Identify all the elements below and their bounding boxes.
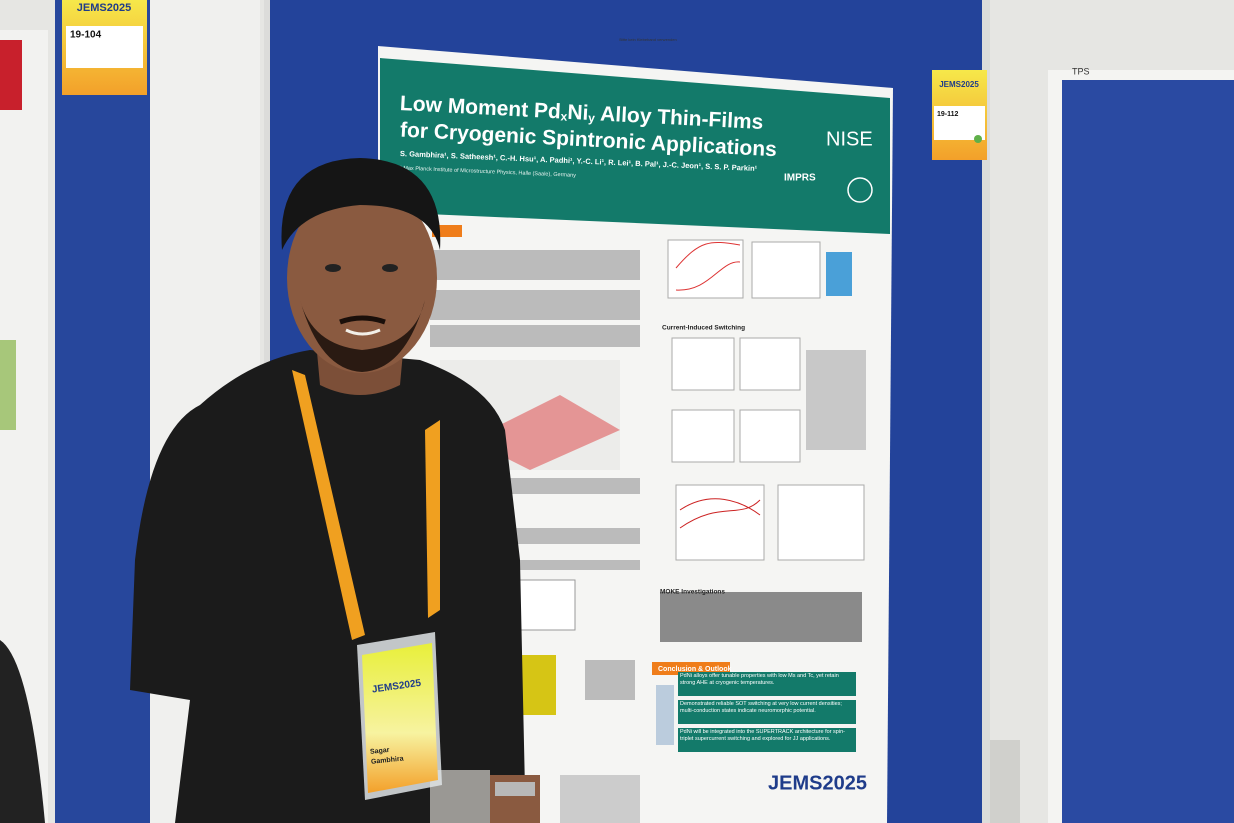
conclusion: PdNi will be integrated into the SUPERTR… — [680, 729, 845, 742]
badge — [362, 643, 438, 793]
conclusion-text: Demonstrated reliable SOT switching at v… — [680, 701, 842, 714]
badge-name: Gambhira — [371, 755, 404, 765]
right-board — [1062, 80, 1234, 823]
board-label: TPS — [1072, 66, 1090, 76]
face — [287, 183, 437, 373]
logo: IMPRS — [784, 173, 816, 184]
left-poster-green — [0, 340, 16, 430]
tag-dot — [974, 135, 982, 143]
logo-seal — [847, 177, 873, 203]
title-sub: y — [588, 111, 596, 125]
bag — [0, 640, 45, 823]
conclusion-box — [678, 672, 856, 696]
figure — [514, 579, 576, 631]
hair — [281, 158, 441, 250]
left-board — [55, 0, 150, 823]
badge-name: Sagar — [370, 747, 390, 756]
tag-brand: JEMS2025 — [939, 80, 979, 89]
figure-row — [660, 239, 865, 642]
references — [560, 775, 640, 823]
lanyard — [292, 370, 365, 640]
figure-drawing — [470, 395, 620, 470]
figure-curve — [679, 498, 761, 529]
text-block — [806, 350, 866, 450]
board-leg — [990, 740, 1020, 823]
section-title: Conclusion & Outlook — [658, 666, 732, 673]
smile — [345, 328, 381, 336]
tag-number: 19-112 — [937, 111, 959, 118]
eye — [382, 264, 398, 272]
title-part: Ni — [567, 100, 589, 124]
beard — [300, 300, 425, 372]
moustache — [339, 315, 386, 325]
poster-header — [380, 58, 890, 234]
conclusion-box — [678, 700, 856, 724]
conclusion-box — [678, 728, 856, 752]
section-tab — [652, 662, 730, 675]
title-sub: x — [560, 110, 568, 124]
tag-card — [66, 26, 143, 68]
poster-note: Bitte kein Klebeband verwenden — [619, 37, 676, 42]
lanyard — [425, 420, 440, 618]
figure — [520, 655, 556, 715]
figure-curve — [675, 242, 741, 291]
conclusion-text: PdNi will be integrated into the SUPERTR… — [680, 729, 845, 742]
conclusions — [678, 672, 856, 752]
eye — [325, 264, 341, 272]
tag-number: 19-104 — [70, 30, 102, 41]
shirt — [130, 350, 525, 823]
watch — [495, 782, 535, 796]
tag-card — [934, 106, 985, 140]
section-title: Current-Induced Switching — [662, 325, 745, 332]
left-poster-red — [0, 40, 22, 110]
section-title: MOKE Investigations — [660, 589, 725, 596]
icons — [656, 685, 674, 745]
poster-footer: JEMS2025 — [768, 772, 867, 794]
conclusion: PdNi alloys offer tunable properties wit… — [680, 673, 839, 686]
logo: NISE — [826, 128, 873, 150]
tag-brand: JEMS2025 — [77, 2, 131, 14]
text-block — [585, 660, 635, 700]
conclusion-text: PdNi alloys offer tunable properties wit… — [680, 673, 839, 686]
conclusion: Demonstrated reliable SOT switching at v… — [680, 701, 842, 714]
